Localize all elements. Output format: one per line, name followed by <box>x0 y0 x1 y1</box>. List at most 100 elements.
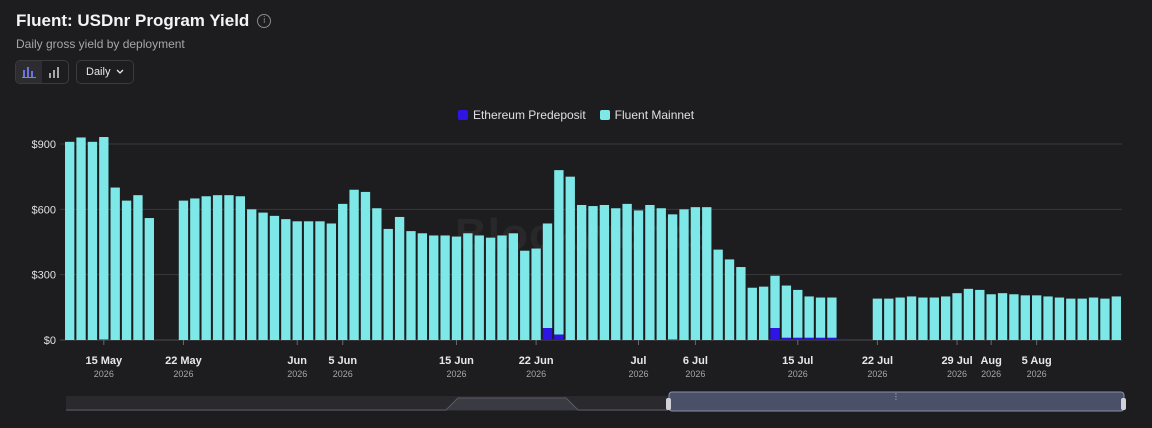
bar-fluent-mainnet <box>1077 298 1087 340</box>
bar-ethereum-predeposit <box>554 334 564 340</box>
bar-chart-icon[interactable] <box>42 61 68 83</box>
bar-fluent-mainnet <box>565 176 575 340</box>
bar-fluent-mainnet <box>1043 296 1053 340</box>
navigator-grip-icon[interactable]: ⋮ <box>892 392 900 401</box>
x-tick-label: 6 Jul <box>683 355 708 367</box>
bar-fluent-mainnet <box>497 235 507 340</box>
bar-fluent-mainnet <box>121 200 132 340</box>
y-tick-label: $300 <box>32 270 56 282</box>
x-tick-year: 2026 <box>446 369 466 379</box>
bar-fluent-mainnet <box>918 297 928 340</box>
bar-fluent-mainnet <box>281 219 291 340</box>
navigator-handle-right[interactable] <box>1121 398 1126 410</box>
bar-fluent-mainnet <box>235 196 245 340</box>
bar-fluent-mainnet <box>451 236 462 340</box>
x-tick-year: 2026 <box>981 369 1001 379</box>
stacked-bar-icon[interactable] <box>16 61 42 83</box>
chart-controls: Daily <box>15 60 135 84</box>
bar-fluent-mainnet <box>793 289 803 338</box>
bar-fluent-mainnet <box>645 204 655 340</box>
granularity-select[interactable]: Daily <box>76 60 135 84</box>
legend-item-ethereum[interactable]: Ethereum Predeposit <box>457 108 586 122</box>
bar-fluent-mainnet <box>588 206 598 340</box>
bar-fluent-mainnet <box>758 286 769 340</box>
x-tick-year: 2026 <box>1027 369 1047 379</box>
bar-fluent-mainnet <box>520 250 530 340</box>
x-tick-year: 2026 <box>685 369 705 379</box>
bar-fluent-mainnet <box>133 195 143 340</box>
chart-title: Fluent: USDnr Program Yield <box>16 11 250 30</box>
bar-fluent-mainnet <box>815 297 826 338</box>
bar-fluent-mainnet <box>429 235 439 340</box>
bar-fluent-mainnet <box>212 195 223 340</box>
bar-fluent-mainnet <box>622 203 632 340</box>
bar-fluent-mainnet <box>679 209 689 340</box>
title-row: Fluent: USDnr Program Yield i <box>16 11 272 31</box>
bar-fluent-mainnet <box>770 275 780 329</box>
bar-fluent-mainnet <box>99 137 109 340</box>
bar-fluent-mainnet <box>576 204 587 340</box>
bar-fluent-mainnet <box>690 207 701 340</box>
bar-fluent-mainnet <box>87 141 98 340</box>
bar-fluent-mainnet <box>178 200 189 340</box>
x-tick-year: 2026 <box>867 369 887 379</box>
navigator-handle-left[interactable] <box>666 398 671 410</box>
bar-fluent-mainnet <box>906 296 917 340</box>
bar-ethereum-predeposit <box>770 328 780 340</box>
bar-fluent-mainnet <box>736 267 746 340</box>
bar-fluent-mainnet <box>201 196 211 340</box>
navigator-preview <box>66 397 668 411</box>
bar-fluent-mainnet <box>599 204 610 340</box>
bar-fluent-mainnet <box>952 293 962 340</box>
bar-fluent-mainnet <box>963 288 974 340</box>
x-tick-label: 15 Jun <box>439 355 474 367</box>
bar-ethereum-predeposit <box>542 328 553 340</box>
bar-fluent-mainnet <box>929 297 939 340</box>
chart-subtitle: Daily gross yield by deployment <box>16 37 185 51</box>
x-tick-label: 5 Jun <box>328 355 357 367</box>
bar-fluent-mainnet <box>1100 298 1110 340</box>
bar-ethereum-predeposit <box>827 337 837 340</box>
x-tick-year: 2026 <box>94 369 114 379</box>
bar-fluent-mainnet <box>1111 296 1121 340</box>
bar-fluent-mainnet <box>827 297 837 338</box>
y-tick-label: $900 <box>32 139 56 151</box>
bar-fluent-mainnet <box>190 198 200 340</box>
legend-item-fluent[interactable]: Fluent Mainnet <box>599 108 694 122</box>
bar-fluent-mainnet <box>485 237 496 340</box>
x-tick-label: Aug <box>980 355 1001 367</box>
bar-fluent-mainnet <box>315 221 325 340</box>
legend-label-ethereum: Ethereum Predeposit <box>472 108 586 122</box>
info-icon[interactable]: i <box>257 14 272 28</box>
x-tick-label: Jul <box>631 355 647 367</box>
bar-fluent-mainnet <box>440 235 450 340</box>
bar-fluent-mainnet <box>895 297 905 340</box>
x-tick-label: 29 Jul <box>941 355 972 367</box>
legend-swatch-fluent <box>599 110 610 120</box>
legend-swatch-ethereum <box>457 110 468 120</box>
x-tick-label: 22 Jun <box>519 355 554 367</box>
bar-fluent-mainnet <box>508 233 519 340</box>
bar-fluent-mainnet <box>406 231 416 340</box>
bar-fluent-mainnet <box>417 233 428 340</box>
bar-fluent-mainnet <box>531 248 541 340</box>
x-tick-label: Jun <box>287 355 307 367</box>
bar-fluent-mainnet <box>269 215 280 340</box>
bar-fluent-mainnet <box>463 233 473 340</box>
x-tick-year: 2026 <box>947 369 967 379</box>
bar-fluent-mainnet <box>338 203 348 340</box>
y-tick-label: $0 <box>44 335 56 347</box>
bar-fluent-mainnet <box>65 141 75 340</box>
bar-fluent-mainnet <box>781 285 792 338</box>
bar-fluent-mainnet <box>144 218 154 340</box>
bar-fluent-mainnet <box>394 216 405 340</box>
bar-fluent-mainnet <box>941 296 951 340</box>
bar-fluent-mainnet <box>76 137 86 340</box>
chevron-down-icon <box>116 69 124 74</box>
bar-ethereum-predeposit <box>804 337 814 340</box>
bar-fluent-mainnet <box>611 208 621 340</box>
y-tick-label: $600 <box>32 204 56 216</box>
bar-fluent-mainnet <box>656 208 666 340</box>
bar-fluent-mainnet <box>349 189 359 340</box>
